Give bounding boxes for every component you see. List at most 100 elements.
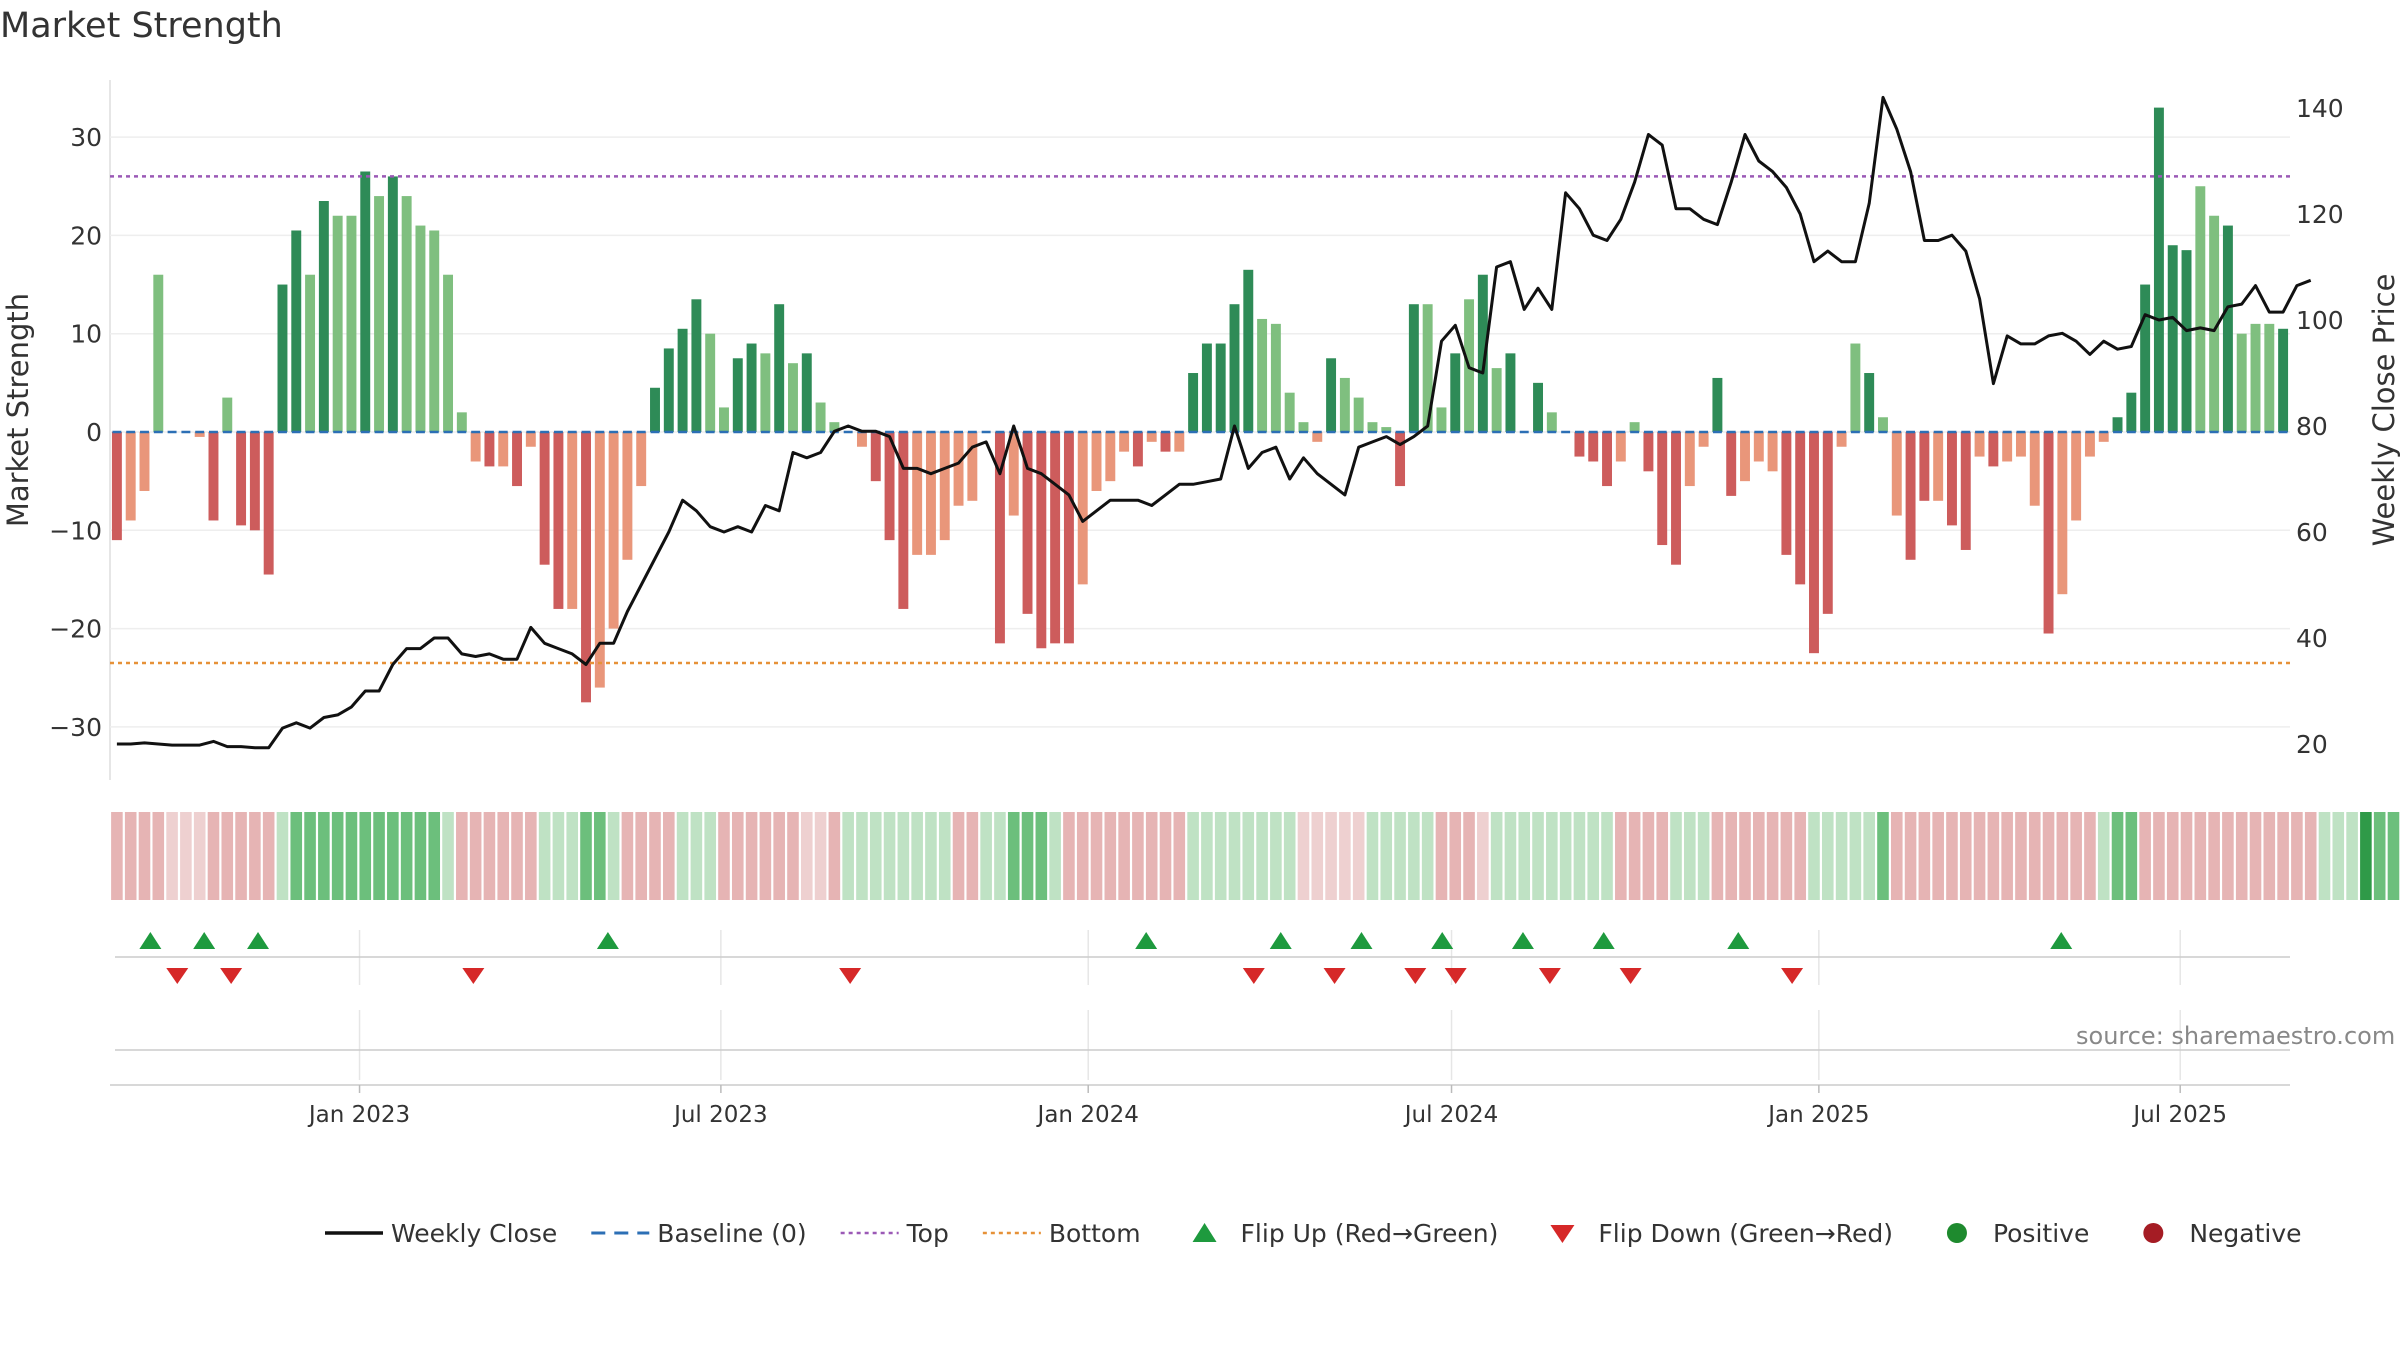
ribbon-cell (1063, 812, 1075, 900)
ribbon-cell (842, 812, 854, 900)
ribbon-cell (221, 812, 234, 900)
ribbon-cell (1187, 812, 1199, 900)
ribbon-cell (607, 812, 620, 900)
legend-label: Baseline (0) (657, 1219, 806, 1248)
strength-bar (1270, 323, 1281, 432)
legend-item: Top (840, 1219, 949, 1248)
strength-bar (2029, 432, 2040, 506)
strength-bar (1574, 432, 1585, 457)
legend-label: Flip Down (Green→Red) (1598, 1219, 1893, 1248)
strength-bar (332, 215, 343, 432)
strength-bar (1477, 274, 1488, 432)
ribbon-cell (1256, 812, 1268, 900)
legend-swatch (1946, 1223, 1967, 1243)
ribbon-cell (1946, 812, 1958, 900)
ribbon-cell (1352, 812, 1365, 900)
ribbon-cell (1808, 812, 1820, 900)
ribbon-cell (1366, 812, 1379, 900)
strength-bar (1339, 377, 1350, 432)
ribbon-cell (1076, 812, 1089, 900)
ribbon-cell (1973, 812, 1986, 900)
strength-bar (1795, 432, 1806, 585)
ribbon-cell (414, 812, 427, 900)
ribbon-cell (1615, 812, 1627, 900)
ribbon-cell (2070, 812, 2082, 900)
y2-tick-label: 40 (2296, 624, 2328, 653)
strength-bar (939, 432, 950, 541)
strength-bar (249, 432, 260, 531)
strength-bar (1077, 432, 1088, 585)
ribbon-cell (759, 812, 772, 900)
ribbon-cell (1766, 812, 1779, 900)
strength-bar (636, 432, 647, 487)
strength-bar (788, 363, 798, 432)
flip-up-marker (247, 932, 270, 949)
strength-bar (567, 432, 578, 609)
strength-bar (1201, 343, 1212, 432)
strength-bar (594, 432, 605, 688)
ribbon-cell (1546, 812, 1558, 900)
ribbon-cell (1118, 812, 1130, 900)
ribbon-cell (2235, 812, 2248, 900)
ribbon-cell (1725, 812, 1737, 900)
flip-down-marker (839, 968, 862, 984)
strength-bar (2209, 215, 2220, 432)
strength-bar (1022, 432, 1033, 614)
ribbon-cell (1035, 812, 1048, 900)
strength-bar (801, 353, 812, 432)
x-tick-label: Jul 2023 (672, 1102, 768, 1128)
ribbon-cell (1532, 812, 1544, 900)
strength-bar (1505, 353, 1516, 432)
ribbon-cell (138, 812, 151, 900)
ribbon-cell (1270, 812, 1282, 900)
ribbon-cell (1339, 812, 1351, 900)
strength-bar (387, 176, 398, 432)
y-tick-label: 30 (70, 123, 102, 152)
ribbon-cell (538, 812, 551, 900)
strength-bar (1146, 432, 1157, 442)
strength-bar (1174, 432, 1185, 452)
ribbon-cell (731, 812, 744, 900)
strength-bar (2126, 392, 2137, 432)
strength-bar (1050, 432, 1061, 644)
ribbon-cell (1877, 812, 1889, 900)
legend-swatch (1192, 1223, 1217, 1242)
strength-bar (622, 432, 633, 560)
legend-item: Flip Up (Red→Green) (1192, 1219, 1498, 1248)
strength-bar (1684, 432, 1695, 487)
ribbon-cell (1132, 812, 1144, 900)
strength-bar (1809, 432, 1819, 654)
strength-bar (1546, 412, 1557, 432)
strength-bar (498, 432, 509, 467)
legend-item: Baseline (0) (591, 1219, 807, 1248)
ribbon-cell (787, 812, 799, 900)
strength-bar (1960, 432, 1971, 550)
ribbon-cell (1173, 812, 1186, 900)
ribbon-cell (663, 812, 675, 900)
ribbon-cell (1325, 812, 1337, 900)
strength-bar (525, 432, 536, 447)
strength-bar (1160, 432, 1171, 452)
ribbon-cell (2387, 812, 2400, 900)
strength-bar (1712, 377, 1723, 432)
ribbon-cell (469, 812, 482, 900)
strength-bar (2112, 417, 2123, 432)
ribbon-cell (1007, 812, 1020, 900)
strength-bar (553, 432, 564, 609)
strength-bar (925, 432, 936, 555)
ribbon-cell (2125, 812, 2138, 900)
strength-bar (2002, 432, 2013, 462)
strength-bar (2278, 328, 2289, 432)
ribbon-cell (2139, 812, 2151, 900)
strength-bar (1767, 432, 1778, 472)
ribbon-cell (1587, 812, 1600, 900)
ribbon-cell (1642, 812, 1655, 900)
strength-bar (1698, 432, 1709, 447)
ribbon-cell (1408, 812, 1420, 900)
strength-bar (1312, 432, 1323, 442)
strength-bar (2098, 432, 2109, 442)
ribbon-cell (1573, 812, 1586, 900)
strength-bar (663, 348, 674, 432)
ribbon-cell (1656, 812, 1669, 900)
ribbon-cell (2318, 812, 2331, 900)
